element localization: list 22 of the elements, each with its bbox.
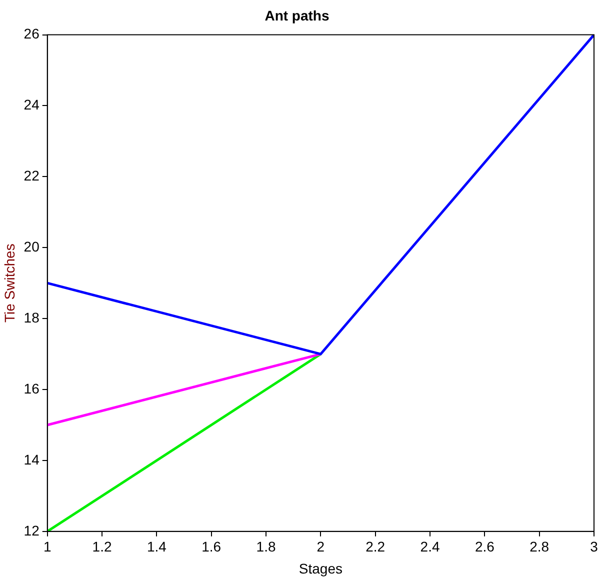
- x-tick-label: 1.2: [92, 538, 112, 555]
- y-tick-label: 26: [24, 26, 40, 42]
- y-tick-label: 16: [24, 380, 40, 396]
- x-tick-label: 1.4: [146, 538, 167, 555]
- y-axis-title: Tie Switches: [1, 244, 18, 323]
- x-tick-label: 2.2: [366, 538, 386, 555]
- x-tick-label: 1: [43, 538, 52, 555]
- x-tick-label: 1.8: [256, 538, 276, 555]
- x-tick-label: 1.6: [202, 538, 222, 555]
- y-tick-label: 14: [24, 451, 40, 468]
- x-tick-label: 2.4: [420, 538, 440, 555]
- x-tick-label: 2: [316, 538, 325, 555]
- x-tick-label: 2.6: [474, 538, 495, 555]
- y-tick-label: 12: [24, 522, 40, 538]
- y-tick-label: 20: [24, 238, 40, 254]
- x-tick-label: 3: [590, 538, 598, 555]
- y-tick-label: 22: [24, 168, 40, 184]
- y-tick-label: 24: [24, 96, 40, 113]
- chart-title: Ant paths: [264, 7, 330, 24]
- x-axis-title: Stages: [298, 560, 342, 576]
- y-tick-label: 18: [24, 309, 40, 326]
- x-tick-label: 2.8: [530, 538, 550, 555]
